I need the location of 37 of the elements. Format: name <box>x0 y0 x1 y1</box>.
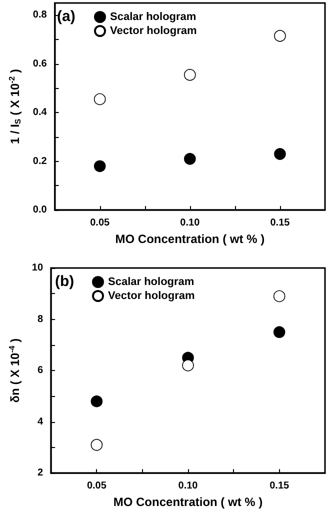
x-tick-label: 0.10 <box>178 480 198 492</box>
x-tick-label: 0.15 <box>270 218 290 228</box>
y-tick-label: 4 <box>37 416 44 428</box>
y-tick-label: 2 <box>37 468 44 479</box>
x-axis-title: MO Concentration ( wt % ) <box>115 232 265 246</box>
y-tick-label: 10 <box>32 262 44 274</box>
y-tick-label: 0.4 <box>32 107 48 118</box>
annotation: (b) <box>55 273 74 290</box>
y-tick-label: 8 <box>37 314 44 325</box>
legend-label: Scalar hologram <box>108 276 194 288</box>
point <box>273 290 286 302</box>
point <box>90 395 103 408</box>
x-tick-label: 0.10 <box>180 218 200 228</box>
point <box>274 30 286 42</box>
x-axis-title: MO Concentration ( wt % ) <box>113 495 263 509</box>
annotation: (a) <box>57 8 76 25</box>
point <box>184 152 196 165</box>
point <box>182 360 194 372</box>
legend-label: Vector hologram <box>110 25 198 37</box>
legend-label: Vector hologram <box>108 290 196 302</box>
x-tick-label: 0.15 <box>270 480 290 492</box>
x-tick-label: 0.05 <box>86 480 107 492</box>
y-tick-label: 0.8 <box>32 10 48 21</box>
legend-label: Scalar hologram <box>110 11 196 23</box>
y-tick-label: 0.2 <box>32 156 48 167</box>
y-tick-label: 6 <box>37 365 44 376</box>
point <box>94 160 106 172</box>
point <box>90 439 103 451</box>
y-axis-title: δn ( X 10-4 ) <box>8 338 22 403</box>
y-tick-label: 0.0 <box>32 204 48 216</box>
point <box>274 148 286 160</box>
point <box>273 326 286 338</box>
point <box>184 68 196 81</box>
point <box>94 93 106 106</box>
x-tick-label: 0.05 <box>90 218 110 228</box>
y-tick-label: 0.6 <box>32 58 48 70</box>
y-axis-title: 1 / IS ( X 10-2 ) <box>8 68 22 144</box>
